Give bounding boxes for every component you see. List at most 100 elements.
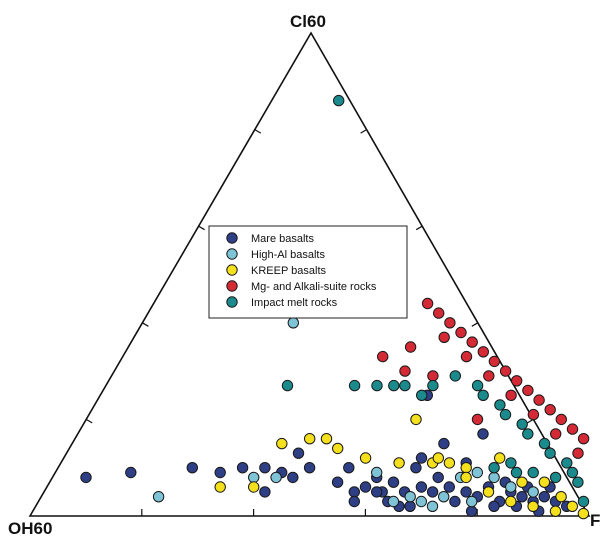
legend-marker bbox=[226, 280, 238, 292]
data-point-series-4 bbox=[505, 457, 517, 469]
data-point-series-2 bbox=[248, 481, 260, 493]
legend-marker bbox=[226, 248, 238, 260]
data-point-series-4 bbox=[449, 370, 461, 382]
data-point-series-0 bbox=[460, 486, 472, 498]
axis-ticks bbox=[85, 129, 534, 516]
data-point-series-2 bbox=[549, 505, 562, 517]
legend-label: High-Al basalts bbox=[251, 249, 325, 261]
data-point-series-2 bbox=[516, 476, 528, 488]
data-point-series-1 bbox=[505, 481, 517, 493]
triangle-frame bbox=[28, 31, 591, 517]
data-point-series-3 bbox=[577, 433, 590, 445]
data-point-series-0 bbox=[415, 452, 428, 464]
legend-marker bbox=[226, 264, 238, 276]
data-points bbox=[80, 94, 590, 520]
data-point-series-3 bbox=[544, 404, 556, 416]
data-point-series-3 bbox=[550, 428, 562, 440]
data-point-series-2 bbox=[393, 457, 405, 469]
data-point-series-2 bbox=[320, 433, 333, 445]
data-point-series-0 bbox=[359, 481, 372, 493]
tick-left bbox=[198, 225, 205, 231]
data-point-series-2 bbox=[555, 491, 567, 503]
data-point-series-2 bbox=[538, 476, 551, 488]
data-point-series-4 bbox=[516, 418, 528, 430]
data-point-series-1 bbox=[426, 500, 439, 512]
data-point-series-0 bbox=[259, 486, 271, 498]
tick-left bbox=[85, 418, 93, 424]
data-point-series-4 bbox=[577, 495, 590, 508]
data-point-series-0 bbox=[449, 495, 461, 508]
data-point-series-3 bbox=[533, 394, 545, 406]
data-point-series-1 bbox=[371, 466, 383, 479]
data-point-series-3 bbox=[527, 408, 540, 421]
data-point-series-2 bbox=[460, 471, 472, 484]
data-point-series-0 bbox=[477, 428, 489, 440]
data-point-series-2 bbox=[214, 481, 226, 493]
data-point-series-1 bbox=[471, 466, 483, 479]
data-point-series-0 bbox=[538, 491, 550, 503]
data-point-series-4 bbox=[561, 457, 573, 469]
data-point-series-3 bbox=[427, 370, 439, 382]
data-point-series-3 bbox=[566, 423, 579, 435]
data-point-series-2 bbox=[577, 507, 590, 520]
data-point-series-3 bbox=[399, 365, 411, 377]
data-point-series-4 bbox=[471, 379, 484, 392]
legend-marker bbox=[226, 296, 238, 308]
data-point-series-0 bbox=[186, 462, 199, 474]
legend-label: KREEP basalts bbox=[251, 265, 327, 277]
data-point-series-4 bbox=[538, 437, 551, 450]
legend-marker bbox=[226, 232, 238, 244]
data-point-series-1 bbox=[488, 471, 500, 484]
data-point-series-0 bbox=[426, 486, 439, 498]
data-point-series-4 bbox=[494, 399, 506, 411]
data-point-series-0 bbox=[292, 447, 305, 459]
data-point-series-2 bbox=[482, 486, 495, 498]
data-point-series-0 bbox=[259, 462, 271, 474]
data-point-series-3 bbox=[477, 346, 489, 358]
data-point-series-2 bbox=[566, 500, 578, 512]
data-point-series-3 bbox=[444, 317, 456, 329]
data-point-series-0 bbox=[404, 500, 416, 512]
data-point-series-0 bbox=[287, 471, 299, 484]
data-point-series-1 bbox=[438, 491, 450, 503]
data-point-series-1 bbox=[415, 495, 427, 508]
data-point-series-4 bbox=[522, 428, 534, 440]
data-point-series-1 bbox=[466, 495, 478, 508]
data-point-series-4 bbox=[348, 379, 361, 392]
vertex-label-left: OH60 bbox=[8, 519, 52, 538]
data-point-series-3 bbox=[499, 365, 512, 377]
data-point-series-3 bbox=[404, 341, 417, 353]
legend-box bbox=[208, 225, 408, 319]
tick-left bbox=[254, 129, 262, 134]
data-point-series-2 bbox=[432, 452, 444, 464]
data-point-series-3 bbox=[555, 413, 567, 426]
tick-left bbox=[142, 322, 149, 327]
data-point-series-3 bbox=[572, 447, 584, 459]
data-point-series-4 bbox=[544, 447, 556, 459]
legend: Mare basalts High-Al basalts KREEP basalts… bbox=[208, 225, 408, 319]
data-point-series-2 bbox=[443, 457, 456, 469]
data-point-series-4 bbox=[281, 379, 294, 392]
data-point-series-0 bbox=[371, 486, 383, 498]
data-point-series-1 bbox=[270, 471, 282, 484]
data-point-series-3 bbox=[460, 350, 473, 363]
vertex-label-right: F bbox=[590, 511, 600, 530]
data-point-series-0 bbox=[432, 471, 444, 484]
data-point-series-2 bbox=[304, 433, 316, 445]
legend-label: Impact melt rocks bbox=[251, 297, 338, 309]
data-point-series-0 bbox=[516, 491, 528, 503]
data-point-series-0 bbox=[343, 462, 355, 474]
data-point-series-3 bbox=[421, 297, 434, 310]
data-point-series-3 bbox=[466, 336, 478, 348]
data-point-series-2 bbox=[460, 462, 472, 474]
data-point-series-0 bbox=[410, 462, 422, 474]
data-point-series-3 bbox=[511, 375, 523, 387]
data-point-series-0 bbox=[348, 495, 360, 508]
data-point-series-3 bbox=[505, 389, 517, 401]
data-point-series-3 bbox=[488, 355, 501, 368]
tick-right bbox=[471, 322, 479, 327]
data-point-series-2 bbox=[494, 452, 506, 464]
data-point-series-2 bbox=[527, 500, 539, 512]
data-point-series-3 bbox=[522, 384, 534, 397]
